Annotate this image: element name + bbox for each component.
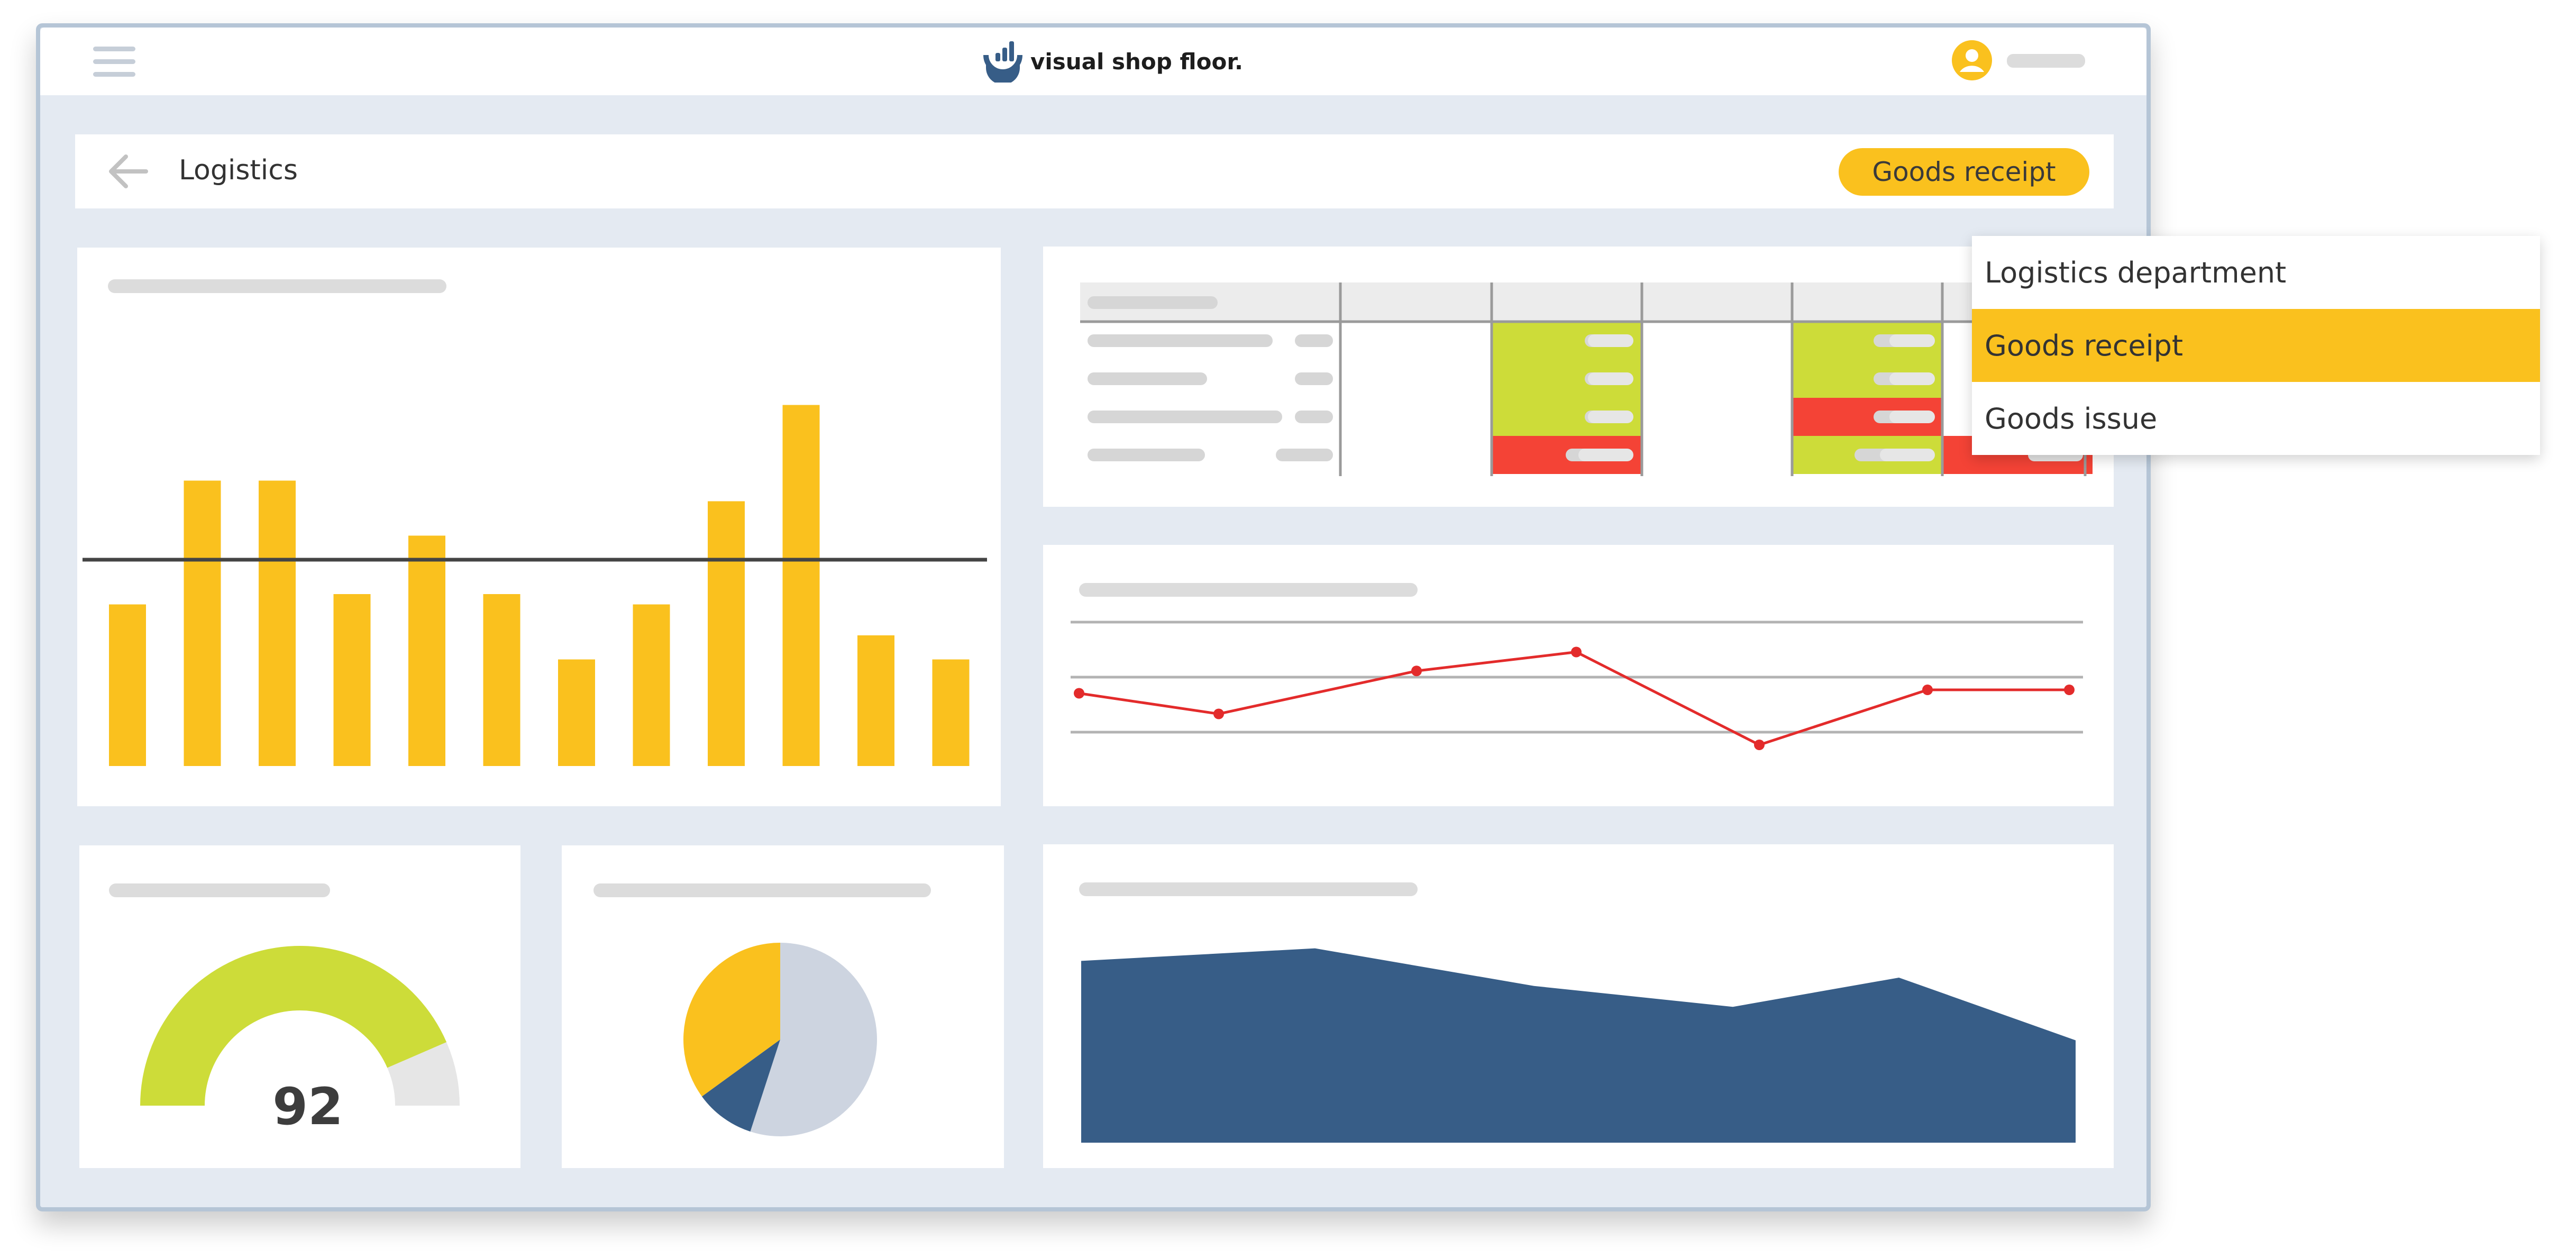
bar	[633, 604, 670, 766]
data-point	[2064, 685, 2075, 695]
data-point	[1922, 685, 1933, 695]
pie-slice	[750, 943, 878, 1136]
cell-value-placeholder	[1880, 449, 1935, 461]
chart-title-placeholder	[1079, 583, 1418, 597]
line-chart	[1071, 621, 2083, 750]
bar	[708, 501, 745, 766]
bar-chart-panel	[77, 248, 1001, 806]
gauge-panel: 92	[79, 845, 520, 1168]
cell-value-placeholder	[1889, 411, 1935, 423]
pie-slice	[683, 943, 780, 1097]
dropdown-option-goods-receipt[interactable]: Goods receipt	[1972, 309, 2540, 382]
pie-slice	[701, 1040, 780, 1132]
data-point	[1571, 646, 1582, 658]
brand-logo-text: visual shop floor.	[1030, 49, 1243, 75]
top-bar: visual shop floor.	[40, 28, 2146, 95]
bar	[857, 635, 894, 766]
gauge-fill	[140, 946, 447, 1106]
pie-chart-panel	[562, 845, 1004, 1168]
arrow-left-icon[interactable]	[107, 152, 149, 190]
chart-title-placeholder	[109, 883, 330, 897]
bar	[932, 659, 970, 766]
page-header: Logistics Goods receipt	[75, 134, 2114, 208]
bar	[558, 659, 595, 766]
cell-value-placeholder	[1578, 449, 1633, 461]
row-label-placeholder	[1088, 334, 1273, 347]
cell-value-placeholder	[1276, 449, 1333, 461]
status-table-panel	[1043, 247, 2114, 507]
dropdown-option-goods-issue[interactable]: Goods issue	[1985, 402, 2158, 435]
chart-title-placeholder	[108, 279, 446, 293]
user-name-placeholder	[2007, 54, 2085, 68]
area-series	[1081, 948, 2076, 1143]
gauge-remainder	[387, 1042, 460, 1106]
cell-value-placeholder	[1295, 334, 1333, 347]
cell-value-placeholder	[1588, 334, 1633, 347]
cell-value-placeholder	[1588, 411, 1633, 423]
row-label-placeholder	[1088, 411, 1282, 423]
bar	[109, 604, 146, 766]
filter-dropdown-menu: Logistics department Goods receipt Goods…	[1972, 236, 2540, 455]
pie-chart	[683, 943, 878, 1136]
cell-value-placeholder	[1889, 334, 1935, 347]
data-point	[1754, 740, 1765, 750]
bar	[408, 535, 445, 766]
dropdown-option-logistics-department[interactable]: Logistics department	[1985, 256, 2287, 289]
status-table	[1080, 282, 2093, 476]
page-title: Logistics	[179, 154, 298, 186]
area-chart	[1081, 948, 2076, 1143]
gauge-value: 92	[272, 1077, 343, 1136]
logo-icon	[983, 41, 1022, 83]
filter-dropdown-button[interactable]: Goods receipt	[1839, 148, 2089, 196]
bar-chart	[83, 405, 987, 766]
chart-title-placeholder	[1079, 882, 1418, 896]
cell-value-placeholder	[1295, 372, 1333, 385]
area-chart-panel	[1043, 844, 2114, 1168]
cell-value-placeholder	[1295, 411, 1333, 423]
bar	[782, 405, 820, 766]
table-header-row	[1080, 282, 2085, 322]
user-avatar-icon[interactable]	[1951, 39, 1993, 81]
chart-title-placeholder	[593, 883, 931, 897]
bar	[483, 594, 520, 766]
cell-value-placeholder	[1588, 372, 1633, 385]
line-chart-panel	[1043, 545, 2114, 806]
header-text-placeholder	[1088, 296, 1218, 309]
bar	[259, 480, 296, 766]
data-point	[1074, 688, 1084, 699]
gauge-chart	[140, 946, 460, 1106]
data-point	[1411, 666, 1422, 677]
cell-value-placeholder	[1889, 372, 1935, 385]
row-label-placeholder	[1088, 449, 1205, 461]
bar	[184, 480, 221, 766]
bar	[333, 594, 371, 766]
row-label-placeholder	[1088, 372, 1207, 385]
data-point	[1213, 708, 1224, 719]
hamburger-icon[interactable]	[93, 47, 135, 78]
